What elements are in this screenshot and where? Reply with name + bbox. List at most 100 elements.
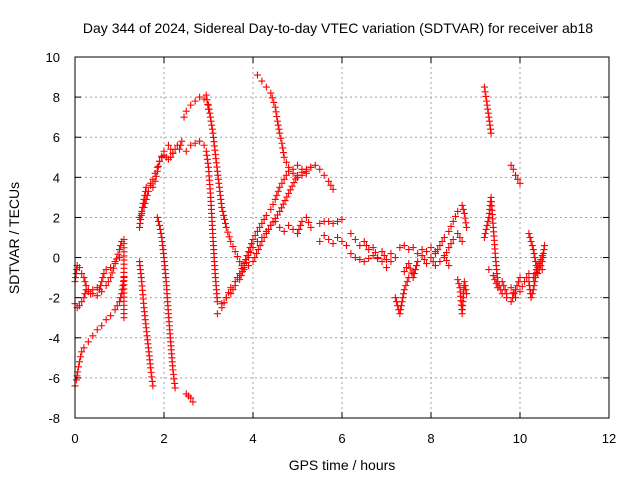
data-point [431, 250, 439, 258]
data-point [516, 288, 524, 296]
data-point [307, 163, 315, 171]
data-point-interp [451, 212, 459, 220]
x-tick-label: 6 [338, 431, 345, 446]
data-point-interp [528, 242, 536, 250]
data-point-interp [148, 377, 156, 385]
data-point [463, 290, 471, 298]
data-point-interp [484, 109, 492, 117]
data-point-interp [277, 134, 285, 142]
data-point [273, 117, 281, 125]
data-point [142, 195, 150, 203]
data-point [529, 286, 537, 294]
data-point [527, 294, 535, 302]
data-point-interp [305, 218, 313, 226]
data-point [480, 83, 488, 91]
data-point [153, 213, 161, 221]
data-point-interp [531, 278, 539, 286]
data-point [454, 229, 462, 237]
data-point-interp [247, 249, 255, 257]
data-point-interp [528, 290, 536, 298]
data-point [80, 344, 88, 352]
data-point-interp [221, 215, 229, 223]
data-point [436, 258, 444, 266]
data-point-interp [117, 294, 125, 302]
data-point [405, 246, 413, 254]
x-tick-label: 4 [249, 431, 256, 446]
data-point [494, 284, 502, 292]
data-point [107, 312, 115, 320]
data-point [75, 264, 83, 272]
data-point [120, 314, 128, 322]
data-point-interp [461, 282, 469, 290]
data-point [512, 294, 520, 302]
data-point [378, 258, 386, 266]
data-point [267, 221, 275, 229]
y-axis-label: SDTVAR / TECUs [6, 182, 22, 294]
data-point [316, 219, 324, 227]
data-point [512, 171, 520, 179]
data-point [240, 264, 248, 272]
data-point-interp [279, 144, 287, 152]
data-point [107, 274, 115, 282]
data-point [75, 358, 83, 366]
data-point [84, 286, 92, 294]
data-point [182, 107, 190, 115]
data-point-interp [491, 276, 499, 284]
data-point-interp [156, 225, 164, 233]
data-point-interp [510, 290, 518, 298]
data-point-interp [277, 204, 285, 212]
data-point [529, 246, 537, 254]
data-point [213, 310, 221, 318]
data-point-interp [104, 278, 112, 286]
data-point-interp [397, 302, 405, 310]
data-point [78, 270, 86, 278]
data-point [82, 282, 90, 290]
data-point-interp [203, 155, 211, 163]
data-point [107, 264, 115, 272]
data-point-interp [171, 379, 179, 387]
data-point [258, 234, 266, 241]
data-point [445, 227, 453, 235]
data-point-interp [374, 255, 382, 263]
data-point-interp [270, 98, 278, 106]
data-point [227, 238, 235, 246]
data-point [294, 173, 301, 181]
data-point [525, 270, 533, 278]
data-point [98, 322, 106, 330]
data-point [267, 89, 275, 97]
data-point [400, 242, 408, 250]
data-point-interp [461, 214, 469, 222]
data-point-interp [242, 259, 250, 267]
data-point [169, 366, 177, 374]
data-point [276, 129, 284, 137]
data-point-interp [537, 256, 545, 264]
data-point [534, 270, 542, 278]
data-point [298, 171, 306, 179]
data-point-interp [296, 221, 304, 229]
data-point-interp [260, 215, 268, 223]
data-point-interp [108, 269, 116, 277]
data-point-interp [438, 238, 446, 246]
data-point [187, 101, 195, 109]
data-point [271, 217, 279, 225]
data-point-interp [295, 225, 303, 233]
data-point-interp [177, 141, 185, 149]
data-point-interp [141, 199, 149, 207]
data-point-interp [380, 252, 388, 260]
data-point [271, 195, 279, 203]
data-point-interp [147, 368, 155, 376]
data-point [102, 266, 110, 274]
data-point [276, 183, 284, 191]
data-point [289, 169, 297, 177]
data-point-interp [208, 121, 216, 129]
data-point [253, 71, 261, 79]
data-point [280, 227, 288, 235]
data-point [253, 227, 261, 235]
data-point-interp [532, 258, 540, 266]
data-point [440, 234, 448, 241]
data-point [222, 294, 230, 302]
chart-title: Day 344 of 2024, Sidereal Day-to-day VTE… [83, 20, 593, 36]
data-point [360, 258, 368, 266]
data-point [460, 278, 468, 286]
data-point-interp [530, 282, 538, 290]
